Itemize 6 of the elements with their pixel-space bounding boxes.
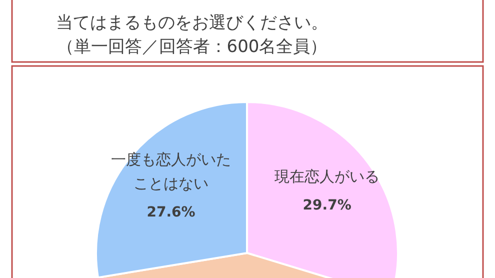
data-label: 29.7% xyxy=(302,198,352,214)
slice-label: 現在恋人がいる xyxy=(274,168,380,186)
slice-label: 一度も恋人がいたことはない xyxy=(111,150,232,193)
data-label: 27.6% xyxy=(146,204,196,221)
chart-title: 当てはまるものをお選びください。 xyxy=(56,13,328,33)
chart-subtitle: （単一回答／回答者：600名全員） xyxy=(56,37,328,57)
